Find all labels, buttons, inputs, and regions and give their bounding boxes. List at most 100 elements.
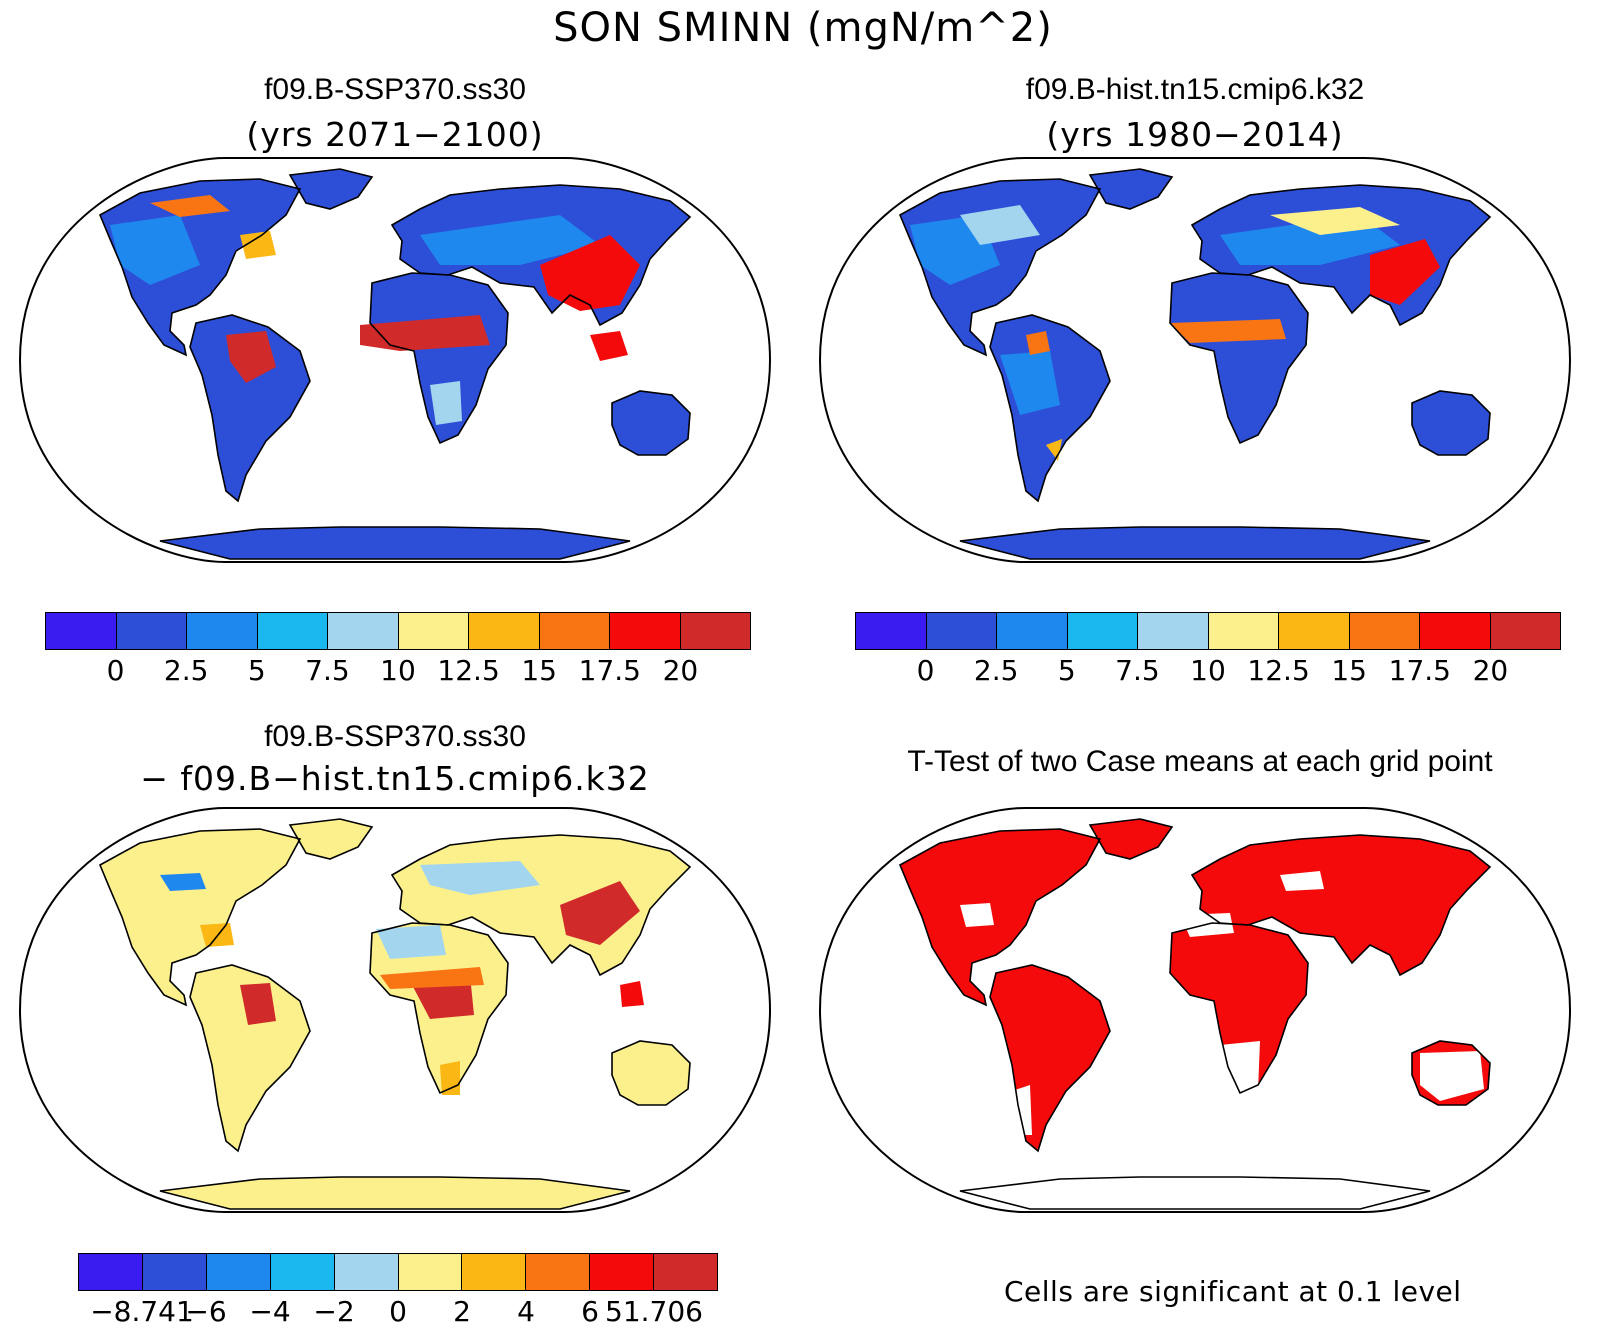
value-region xyxy=(160,873,206,891)
value-region xyxy=(560,881,640,945)
map-panel-ttest xyxy=(818,807,1572,1213)
colorbar-tick-label: 0 xyxy=(389,1295,407,1328)
colorbar-swatch xyxy=(462,1254,527,1290)
colorbar-swatch xyxy=(926,613,997,649)
colorbar-tick-label: 6 xyxy=(581,1295,599,1328)
coastline-aus xyxy=(1411,390,1491,456)
colorbar-swatch xyxy=(270,1254,335,1290)
value-region xyxy=(226,331,276,383)
panel4-title: T-Test of two Case means at each grid po… xyxy=(907,745,1493,778)
value-region xyxy=(380,967,484,989)
map-boundary xyxy=(818,157,1572,563)
colorbar-tick-label: 17.5 xyxy=(1388,654,1451,687)
coastline-sa xyxy=(989,964,1111,1153)
panel3-difference-label: − f09.B−hist.tn15.cmip6.k32 xyxy=(140,759,650,798)
colorbar-tick-label: 7.5 xyxy=(1115,654,1160,687)
value-region xyxy=(150,195,230,217)
coastline-na xyxy=(98,178,302,357)
colorbar-swatch xyxy=(206,1254,271,1290)
panel1-case-title: f09.B-SSP370.ss30 xyxy=(264,73,526,106)
colorbar-tick-label: −2 xyxy=(313,1295,355,1328)
continent-eu xyxy=(1192,835,1490,975)
value-region xyxy=(1270,207,1400,235)
coastline-aus xyxy=(611,1040,691,1106)
panel2-years: (yrs 1980−2014) xyxy=(1046,115,1344,154)
continent-aus xyxy=(612,391,690,455)
continent-af xyxy=(1170,273,1308,443)
value-region xyxy=(1000,1085,1032,1135)
map-land xyxy=(898,818,1492,1210)
colorbar-swatch xyxy=(526,1254,591,1290)
coastline-na xyxy=(898,178,1102,357)
colorbar-swatch xyxy=(856,613,927,649)
continent-na xyxy=(900,829,1100,1005)
colorbar-tick-label: 2.5 xyxy=(163,654,209,687)
coastline-af xyxy=(1169,272,1309,445)
map-panel-ssp370 xyxy=(18,157,772,563)
coastline-af xyxy=(369,922,509,1095)
colorbar-swatch xyxy=(79,1254,143,1290)
coastline-na xyxy=(98,828,302,1007)
coastline-sa xyxy=(989,314,1111,503)
value-region xyxy=(540,235,640,311)
value-region xyxy=(960,903,994,927)
value-region xyxy=(1420,1051,1484,1101)
value-region xyxy=(420,861,540,895)
coastline-ant xyxy=(959,1176,1431,1210)
colorbar-tick-label: 4 xyxy=(517,1295,535,1328)
coastline-ant xyxy=(159,526,631,560)
value-region xyxy=(240,231,276,259)
value-region xyxy=(590,331,628,361)
coastline-grl xyxy=(288,818,374,860)
continent-antarctica xyxy=(160,1177,630,1209)
coastline-grl xyxy=(288,168,374,210)
value-region xyxy=(110,215,200,285)
colorbar-tick-label: 15 xyxy=(1331,654,1368,687)
value-region xyxy=(1370,239,1440,305)
colorbar-hist xyxy=(855,612,1561,650)
colorbar-tick-label: 51.706 xyxy=(605,1295,703,1328)
value-region xyxy=(620,981,644,1007)
map-boundary xyxy=(18,807,772,1213)
colorbar-tick-label: −6 xyxy=(185,1295,227,1328)
colorbar-swatch xyxy=(539,613,610,649)
value-region xyxy=(360,315,490,351)
coastline-aus xyxy=(1411,1040,1491,1106)
continent-af xyxy=(1170,923,1308,1093)
coastline-sa xyxy=(189,964,311,1153)
map-land xyxy=(98,168,692,560)
value-region xyxy=(440,1061,460,1095)
coastline-af xyxy=(369,272,509,445)
panel3-case-title: f09.B-SSP370.ss30 xyxy=(264,720,526,753)
coastline-aus xyxy=(611,390,691,456)
colorbar-swatch xyxy=(1420,613,1491,649)
colorbar-swatch xyxy=(1208,613,1279,649)
colorbar-swatch xyxy=(997,613,1068,649)
coastline-sa xyxy=(189,314,311,503)
colorbar-swatch xyxy=(328,613,399,649)
colorbar-tick-label: 0 xyxy=(106,654,125,687)
colorbar-swatch xyxy=(398,613,469,649)
value-region xyxy=(420,215,600,265)
map-panel-difference xyxy=(18,807,772,1213)
panel1-years: (yrs 2071−2100) xyxy=(246,115,544,154)
colorbar-swatch xyxy=(142,1254,207,1290)
significance-note: Cells are significant at 0.1 level xyxy=(1004,1275,1462,1308)
continent-aus xyxy=(612,1041,690,1105)
colorbar-tick-label: 2.5 xyxy=(973,654,1019,687)
colorbar-swatch xyxy=(590,1254,655,1290)
value-region xyxy=(1280,871,1324,891)
coastline-af xyxy=(1169,922,1309,1095)
colorbar-tick-label: 7.5 xyxy=(305,654,350,687)
value-region xyxy=(1000,351,1060,415)
colorbar-tick-label: 20 xyxy=(1472,654,1509,687)
continent-antarctica xyxy=(960,527,1430,559)
coastline-ant xyxy=(959,526,1431,560)
map-panel-hist xyxy=(818,157,1572,563)
value-region xyxy=(1170,319,1286,343)
continent-antarctica xyxy=(160,527,630,559)
map-boundary xyxy=(18,157,772,563)
colorbar-tick-label: 12.5 xyxy=(1247,654,1310,687)
continent-antarctica xyxy=(960,1177,1430,1209)
colorbar-tick-label: 12.5 xyxy=(437,654,500,687)
